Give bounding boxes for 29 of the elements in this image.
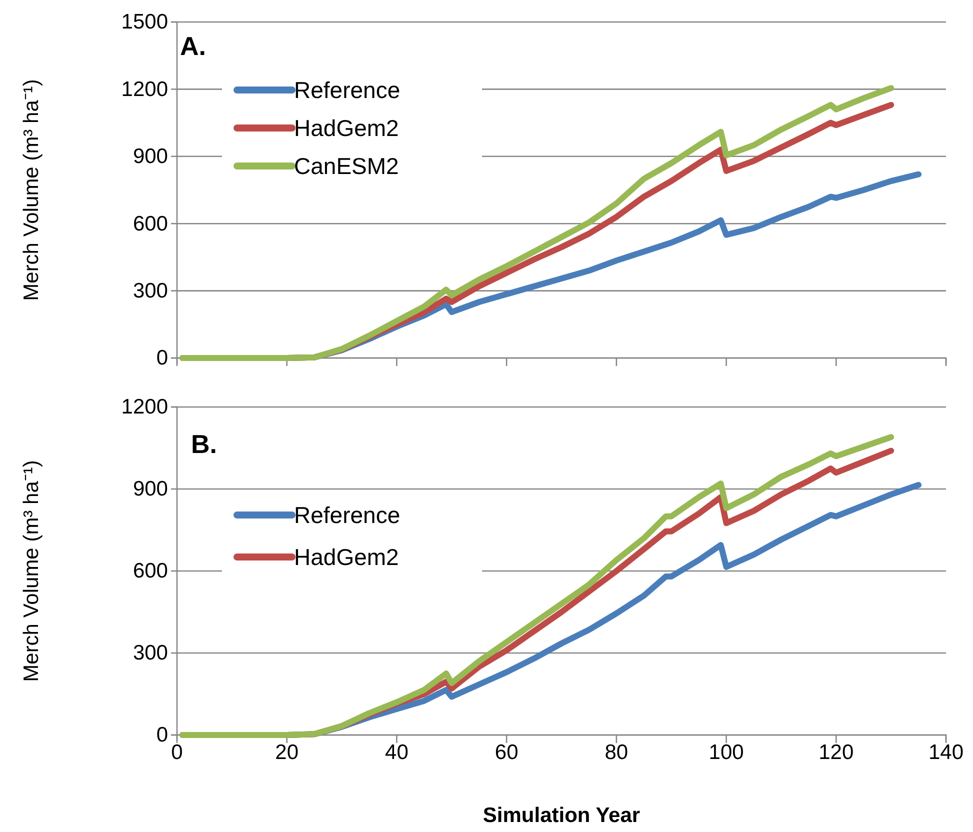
annotation: A.	[180, 31, 206, 61]
x-tick-label: 100	[708, 740, 744, 764]
y-tick-label: 1200	[121, 78, 168, 101]
y-tick-label: 900	[132, 478, 168, 501]
y-axis-title: Merch Volume (m³ ha⁻¹)	[20, 460, 43, 682]
y-tick-label: 0	[156, 724, 168, 747]
x-axis-title: Simulation Year	[482, 804, 640, 827]
legend-label: HadGem2	[294, 115, 399, 141]
legend-label: HadGem2	[294, 544, 399, 570]
y-tick-label: 900	[132, 145, 168, 168]
x-tick-label: 80	[604, 740, 628, 764]
x-tick-label: 140	[928, 740, 964, 764]
legend-label: Reference	[294, 77, 400, 103]
x-tick-label: 60	[494, 740, 518, 764]
y-tick-label: 300	[132, 280, 168, 303]
y-tick-label: 600	[132, 560, 168, 583]
y-tick-label: 300	[132, 642, 168, 665]
x-tick-label: 20	[275, 740, 299, 764]
y-tick-label: 1200	[121, 396, 168, 419]
x-tick-label: 0	[171, 740, 183, 764]
y-tick-label: 0	[156, 346, 168, 370]
legend-label: Reference	[294, 502, 400, 528]
x-tick-label: 40	[385, 740, 408, 764]
x-tick-label: 120	[818, 740, 854, 764]
y-axis-title: Merch Volume (m³ ha⁻¹)	[20, 79, 43, 301]
legend-label: CanESM2	[294, 153, 399, 179]
annotation: B.	[191, 429, 217, 459]
y-tick-label: 600	[132, 212, 168, 236]
y-tick-label: 1500	[121, 10, 168, 34]
